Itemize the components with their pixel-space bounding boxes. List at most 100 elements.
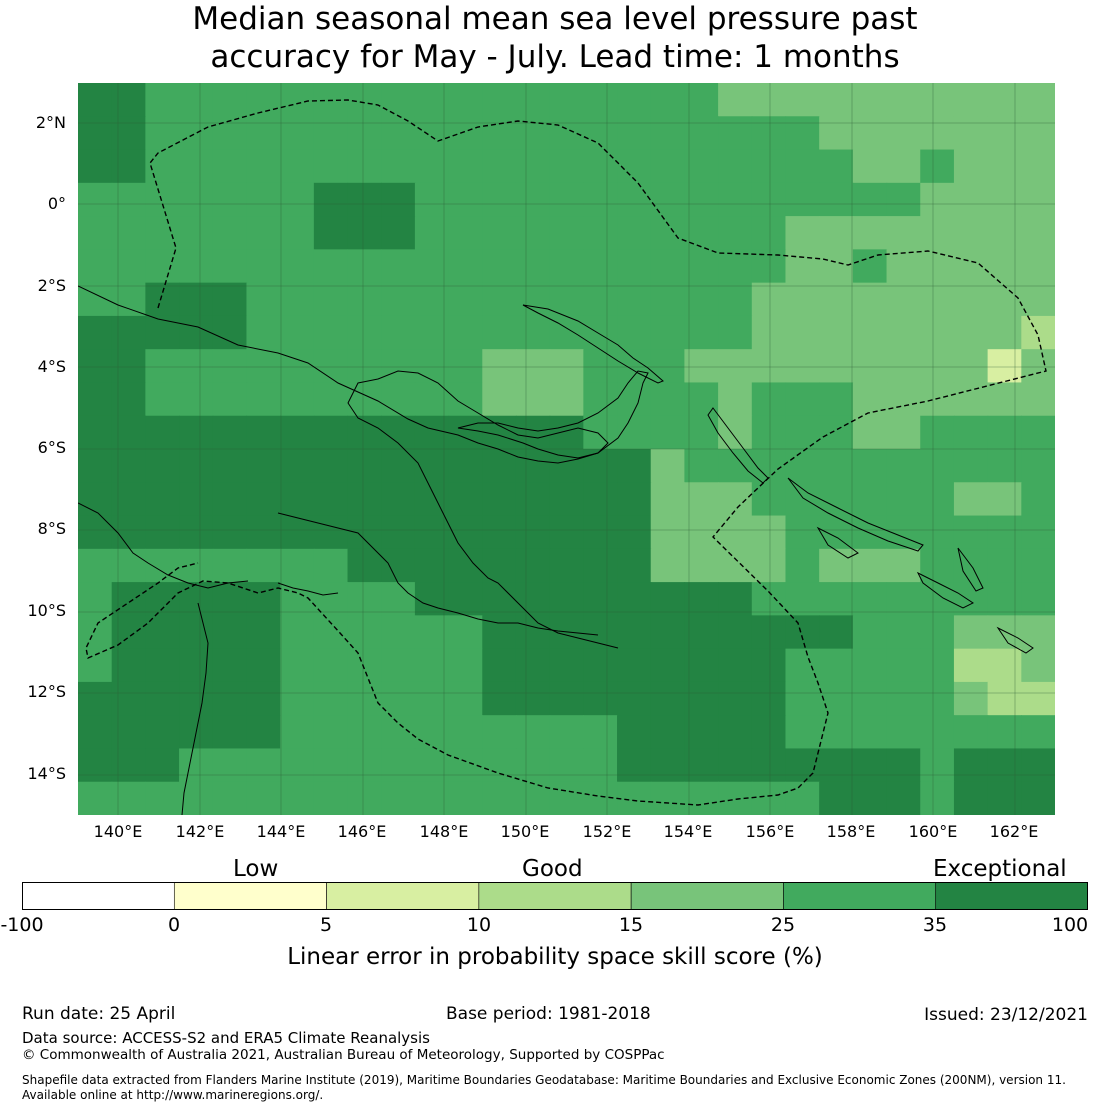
grid-cell — [212, 116, 248, 151]
grid-cell — [179, 515, 214, 550]
grid-cell — [852, 781, 888, 815]
grid-cell — [482, 482, 517, 517]
grid-cell — [650, 415, 686, 450]
title-line-2: accuracy for May - July. Lead time: 1 mo… — [210, 39, 900, 75]
lat-label: 2°N — [35, 113, 66, 132]
grid-cell — [583, 315, 618, 350]
grid-cell — [886, 349, 921, 384]
grid-cell — [179, 681, 214, 716]
grid-cell — [280, 382, 315, 417]
grid-cell — [650, 182, 686, 217]
grid-cell — [179, 582, 214, 616]
grid-cell — [347, 449, 382, 483]
grid-cell — [987, 315, 1022, 350]
grid-cell — [448, 216, 483, 250]
grid-cell — [987, 748, 1022, 783]
grid-cell — [414, 515, 450, 550]
grid-cell — [549, 116, 584, 151]
grid-cell — [246, 216, 281, 250]
grid-cell — [515, 349, 551, 384]
grid-cell — [785, 548, 820, 583]
shapefile-credit-line-1: Shapefile data extracted from Flanders M… — [22, 1073, 1066, 1087]
grid-cell — [650, 116, 686, 151]
grid-cell — [650, 681, 686, 716]
colorbar-segment — [173, 882, 327, 910]
grid-cell — [246, 349, 281, 384]
grid-cell — [819, 382, 854, 417]
grid-cell — [448, 681, 483, 716]
grid-cell — [381, 648, 416, 683]
grid-cell — [78, 548, 113, 583]
coastline-solomon-3 — [916, 571, 974, 609]
coastline-torres-islands — [277, 582, 339, 596]
grid-cell — [785, 149, 820, 184]
lat-label: 6°S — [37, 438, 66, 457]
lat-label: 8°S — [37, 519, 66, 538]
grid-cell — [920, 449, 955, 483]
grid-cell — [549, 415, 584, 450]
grid-cell — [718, 548, 753, 583]
grid-cell — [212, 282, 248, 317]
grid-cell — [381, 116, 416, 151]
grid-cell — [785, 748, 820, 783]
grid-cell — [953, 182, 989, 217]
grid-cell — [987, 548, 1022, 583]
grid-cell — [617, 748, 652, 783]
grid-cell — [684, 548, 719, 583]
grid-cell — [1021, 748, 1055, 783]
eez-boundary-png — [85, 99, 1047, 806]
grid-cell — [617, 149, 652, 184]
grid-cell — [1021, 349, 1055, 384]
grid-cell — [515, 216, 551, 250]
grid-cell — [583, 149, 618, 184]
grid-cell — [313, 382, 349, 417]
grid-cell — [549, 681, 584, 716]
grid-cell — [751, 615, 787, 650]
grid-cell — [953, 615, 989, 650]
grid-cell — [414, 249, 450, 284]
grid-cell — [1021, 681, 1055, 716]
grid-cell — [246, 482, 281, 517]
grid-cell — [718, 149, 753, 184]
skill-score-map — [78, 83, 1055, 815]
grid-cell — [246, 282, 281, 317]
grid-cell — [953, 116, 989, 151]
grid-cell — [886, 216, 921, 250]
grid-cell — [1021, 282, 1055, 317]
coastline-gulf-west — [78, 502, 249, 589]
grid-cell — [751, 681, 787, 716]
grid-cell — [515, 582, 551, 616]
grid-cell — [381, 83, 416, 117]
grid-cell — [718, 382, 753, 417]
grid-cell — [684, 149, 719, 184]
grid-cell — [448, 349, 483, 384]
grid-cell — [414, 315, 450, 350]
grid-cell — [819, 681, 854, 716]
grid-cell — [650, 216, 686, 250]
grid-cell — [650, 349, 686, 384]
grid-cell — [549, 748, 584, 783]
grid-cell — [718, 715, 753, 750]
grid-cell — [684, 415, 719, 450]
grid-cell — [246, 449, 281, 483]
grid-cell — [515, 116, 551, 151]
grid-cell — [617, 216, 652, 250]
grid-cell — [718, 681, 753, 716]
grid-cell — [78, 648, 113, 683]
grid-cell — [785, 349, 820, 384]
grid-cell — [179, 116, 214, 151]
grid-cell — [313, 781, 349, 815]
grid-cell — [953, 249, 989, 284]
grid-cell — [414, 415, 450, 450]
grid-cell — [987, 582, 1022, 616]
grid-cell — [347, 482, 382, 517]
lon-label: 142°E — [175, 822, 225, 841]
grid-cell — [280, 83, 315, 117]
grid-cell — [111, 315, 146, 350]
grid-cell — [987, 681, 1022, 716]
grid-cell — [280, 748, 315, 783]
grid-cell — [583, 449, 618, 483]
grid-cell — [920, 216, 955, 250]
grid-cell — [617, 349, 652, 384]
grid-cell — [482, 249, 517, 284]
